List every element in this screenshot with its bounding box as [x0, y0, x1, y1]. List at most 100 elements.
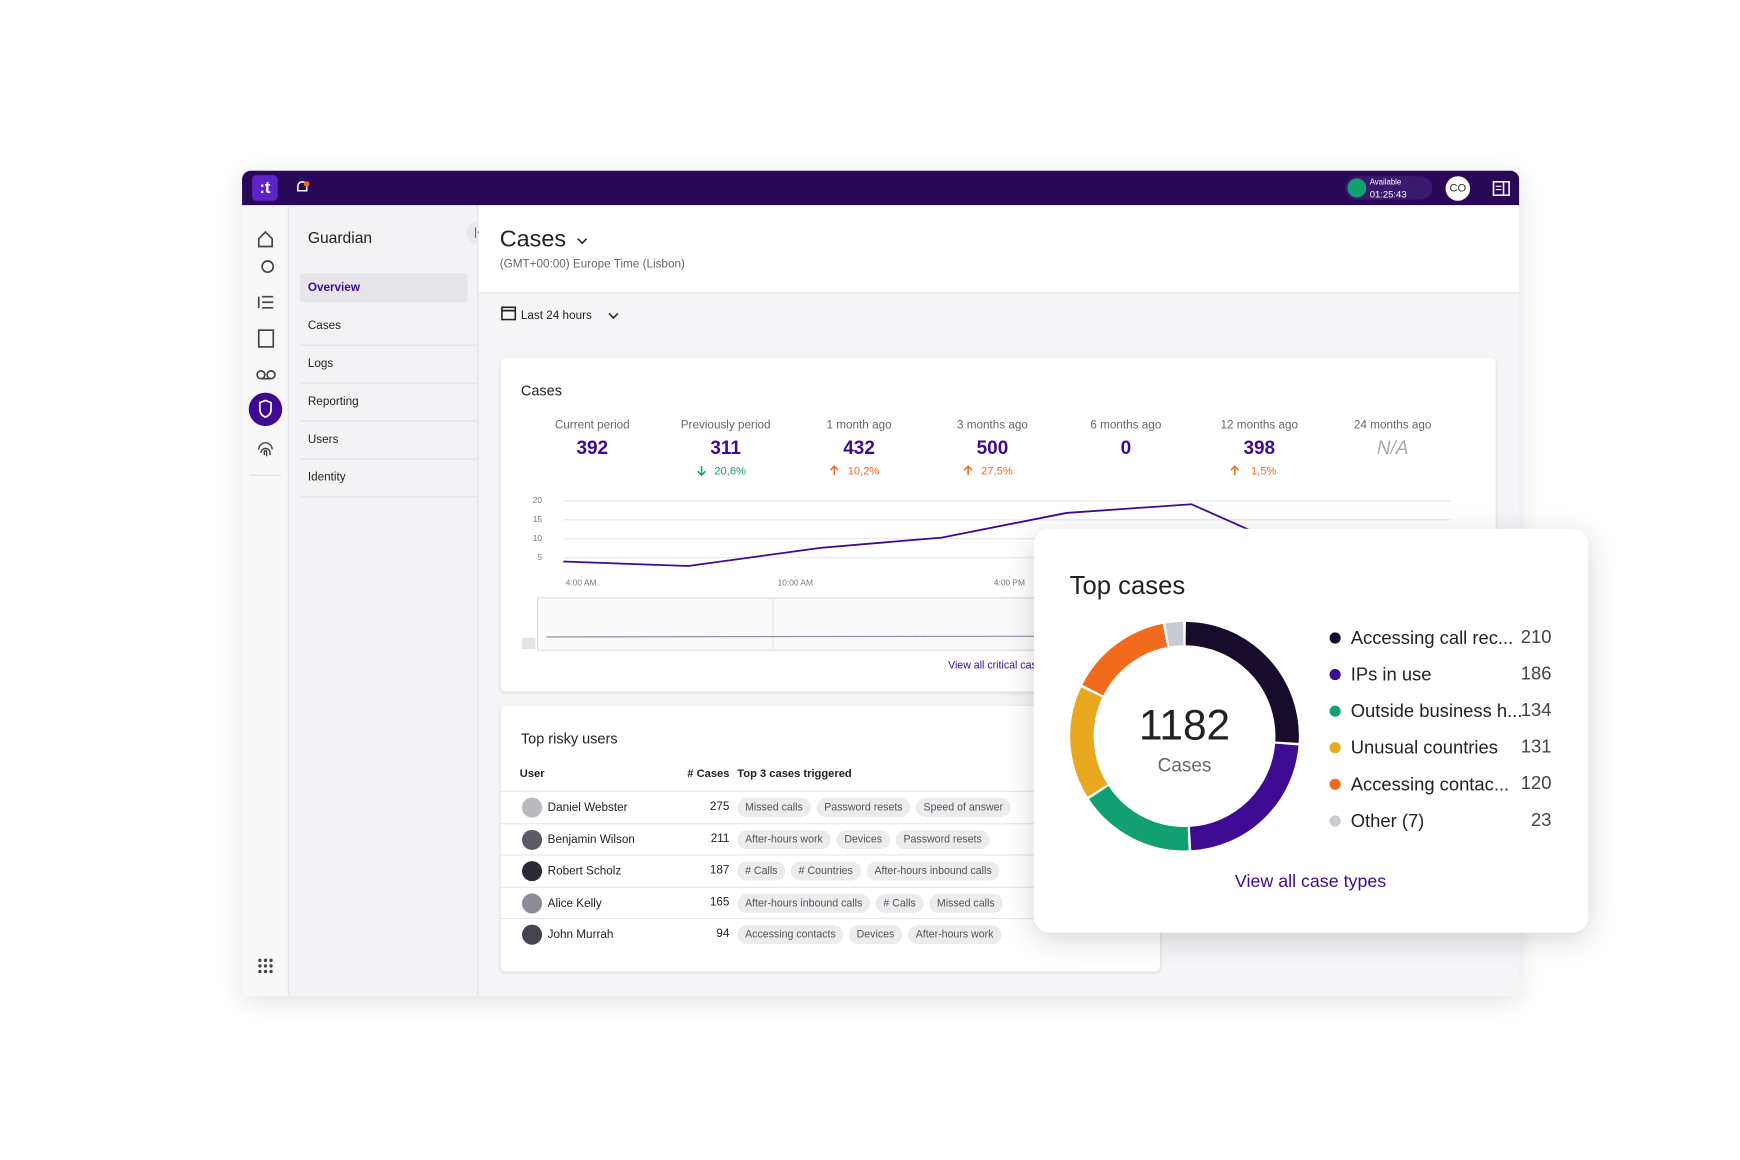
donut-total-label: Cases	[1158, 755, 1212, 776]
case-tag: Speed of answer	[915, 798, 1011, 818]
case-tag: After-hours work	[737, 829, 831, 849]
row-divider	[500, 886, 1161, 888]
nav-divider	[300, 458, 479, 460]
page-title: Cases	[499, 226, 567, 253]
column-header: Top 3 cases triggered	[737, 767, 852, 781]
case-count: 94	[716, 927, 730, 941]
stat-change: 1,5%	[1251, 465, 1277, 478]
popup-link[interactable]: View all case types	[1235, 871, 1386, 891]
title-dropdown[interactable]	[577, 231, 588, 251]
trend-arrow	[1230, 462, 1240, 482]
legend-value: 23	[1531, 809, 1551, 830]
rail-icons	[248, 230, 283, 974]
stat-value: 0	[1120, 437, 1132, 459]
guardian-icon-active[interactable]	[248, 392, 283, 427]
bell-icon[interactable]	[294, 180, 310, 196]
list-icon[interactable]	[257, 295, 274, 309]
row-divider	[500, 854, 1161, 856]
popup-title: Top cases	[1069, 570, 1186, 600]
user-name: Benjamin Wilson	[547, 832, 635, 847]
user-name: Daniel Webster	[547, 800, 628, 815]
app-logo[interactable]: :t	[252, 175, 278, 201]
row-divider	[500, 918, 1161, 920]
nav-highlight	[300, 273, 468, 303]
voicemail-icon[interactable]	[256, 370, 276, 380]
stat-change: 27,5%	[981, 465, 1013, 478]
column-header: User	[519, 767, 545, 781]
nav-item[interactable]: Overview	[307, 281, 360, 295]
apps-icon[interactable]	[258, 958, 273, 974]
legend-value: 210	[1521, 626, 1552, 647]
legend-dot	[1329, 778, 1341, 790]
x-tick-label: 10:00 AM	[778, 578, 813, 588]
user-avatar	[522, 861, 543, 882]
stat-change: 10,2%	[847, 465, 880, 478]
donut-segment	[1082, 623, 1168, 696]
legend-dot	[1329, 705, 1341, 717]
nav-item[interactable]: Reporting	[307, 394, 359, 409]
donut-chart: Accessing call rec... 210 IPs in use 186 Out…	[1070, 621, 1552, 891]
avatar[interactable]	[1445, 176, 1471, 201]
status-timer: 01:25:43	[1369, 187, 1407, 200]
legend-dot	[1329, 742, 1341, 754]
contacts-icon[interactable]	[257, 329, 275, 348]
trend-arrow	[829, 462, 839, 482]
case-count: 187	[709, 863, 730, 877]
case-tag: After-hours work	[907, 925, 1002, 945]
case-tag: Devices	[848, 925, 903, 945]
status-dot	[1347, 178, 1367, 198]
y-tick-label: 5	[537, 552, 542, 562]
legend-value: 131	[1521, 736, 1552, 757]
case-count: 211	[710, 831, 730, 846]
card-link[interactable]: View all critical cases	[948, 659, 1048, 673]
donut-segment	[1165, 621, 1184, 647]
top-bar	[242, 170, 1520, 206]
case-count: 275	[709, 799, 730, 814]
top-cases-popup: Accessing call rec... 210 IPs in use 186 Out…	[1033, 528, 1589, 933]
fingerprint-icon[interactable]	[258, 442, 273, 457]
row-divider	[500, 822, 1161, 824]
avatar-initials: CO	[1449, 182, 1467, 195]
navigator-handle[interactable]	[522, 638, 536, 650]
stat-change: 20,6%	[714, 465, 746, 478]
donut-segment	[1189, 743, 1299, 851]
sidebar	[288, 205, 479, 997]
stat-label: 1 month ago	[826, 418, 892, 432]
nav-item[interactable]: Logs	[307, 356, 334, 371]
donut-total: 1182	[1139, 702, 1230, 749]
panel-icon[interactable]	[1492, 181, 1510, 197]
trend-arrow	[696, 462, 706, 482]
status-label: Available	[1369, 179, 1402, 187]
x-tick-label: 4:00 PM	[994, 578, 1025, 588]
chat-icon[interactable]	[261, 260, 275, 273]
stat-label: 6 months ago	[1090, 418, 1162, 432]
user-avatar	[522, 797, 543, 818]
stat-value: N/A	[1376, 437, 1409, 459]
legend-value: 186	[1521, 662, 1552, 683]
range-picker[interactable]	[501, 305, 517, 326]
status-pill[interactable]	[1345, 176, 1433, 200]
case-count: 165	[709, 895, 730, 909]
range-dropdown[interactable]	[608, 306, 619, 326]
legend-value: 134	[1521, 699, 1552, 720]
home-icon[interactable]	[257, 230, 273, 248]
stat-label: 24 months ago	[1353, 418, 1432, 432]
stat-value: 392	[576, 437, 609, 459]
nav-item[interactable]: Identity	[307, 470, 346, 485]
icon-rail	[242, 205, 289, 997]
card-title: Top risky users	[520, 730, 618, 747]
user-avatar	[522, 829, 543, 850]
nav-item[interactable]: Users	[307, 432, 339, 447]
stat-value: 311	[710, 437, 741, 459]
stat-label: 3 months ago	[956, 418, 1028, 432]
nav-item[interactable]: Cases	[307, 319, 342, 333]
nav-divider	[300, 382, 479, 384]
case-tag: Password resets	[816, 798, 911, 818]
case-tag: Missed calls	[737, 798, 811, 818]
legend-label: Other (7)	[1351, 810, 1425, 831]
user-name: Alice Kelly	[547, 896, 602, 910]
row-divider	[500, 790, 1161, 792]
stat-value: 398	[1243, 437, 1276, 459]
nav-divider	[300, 496, 479, 498]
